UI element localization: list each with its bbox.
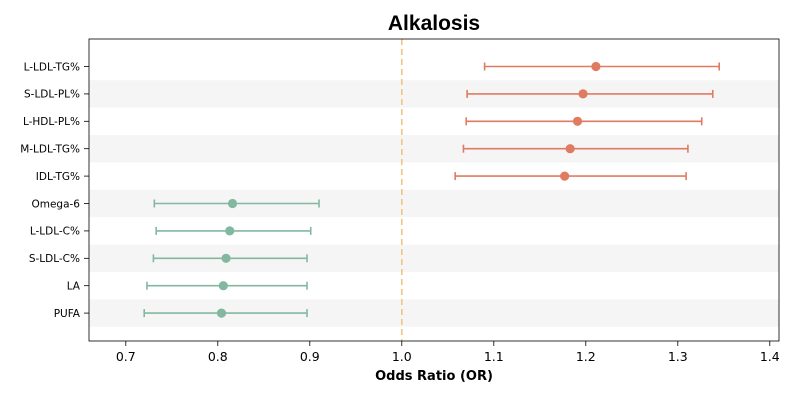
forest-row xyxy=(465,116,703,126)
forest-row xyxy=(143,308,308,318)
x-tick-label: 1.3 xyxy=(668,349,688,364)
or-point xyxy=(565,144,575,154)
x-tick-label: 1.0 xyxy=(392,349,412,364)
x-tick-label: 0.8 xyxy=(208,349,228,364)
forest-row xyxy=(462,144,689,154)
forest-row xyxy=(466,89,714,99)
y-axis: L-LDL-TG% S-LDL-PL% L-HDL-PL% M-LDL-TG% IDL-… xyxy=(20,61,89,320)
forest-row xyxy=(152,253,308,263)
y-tick-label: S-LDL-C% xyxy=(29,253,80,265)
forest-row xyxy=(153,198,320,209)
or-point xyxy=(572,116,583,126)
y-tick-label: PUFA xyxy=(54,308,81,320)
y-tick-label: L-LDL-TG% xyxy=(24,61,80,73)
y-tick-label: L-LDL-C% xyxy=(30,226,80,238)
y-tick-label: S-LDL-PL% xyxy=(24,89,80,101)
or-point xyxy=(225,226,235,236)
forest-row xyxy=(483,61,721,72)
or-point xyxy=(218,281,228,291)
or-point xyxy=(216,308,227,318)
x-tick-label: 0.9 xyxy=(300,349,320,364)
x-axis-label: Odds Ratio (OR) xyxy=(375,369,493,384)
x-axis: 0.7 0.8 0.9 1.0 1.1 1.2 1.3 1.4 xyxy=(116,341,780,364)
plot-frame xyxy=(88,38,780,342)
y-tick-label: M-LDL-TG% xyxy=(20,144,80,156)
or-point xyxy=(578,89,588,99)
y-tick-label: Omega-6 xyxy=(31,198,80,210)
forest-row xyxy=(155,226,312,236)
data-rows xyxy=(143,61,721,318)
x-tick-label: 1.4 xyxy=(760,349,780,364)
or-point xyxy=(227,198,238,209)
forest-row xyxy=(454,171,687,181)
x-tick-label: 0.7 xyxy=(116,349,136,364)
or-point xyxy=(560,171,570,181)
y-tick-label: IDL-TG% xyxy=(36,171,80,183)
or-point xyxy=(221,253,231,263)
or-point xyxy=(591,61,601,72)
y-tick-label: L-HDL-PL% xyxy=(23,116,80,128)
x-tick-label: 1.1 xyxy=(484,349,504,364)
x-tick-label: 1.2 xyxy=(576,349,596,364)
forest-row xyxy=(146,281,308,291)
y-tick-label: LA xyxy=(67,281,81,293)
chart-title: Alkalosis xyxy=(388,12,480,35)
